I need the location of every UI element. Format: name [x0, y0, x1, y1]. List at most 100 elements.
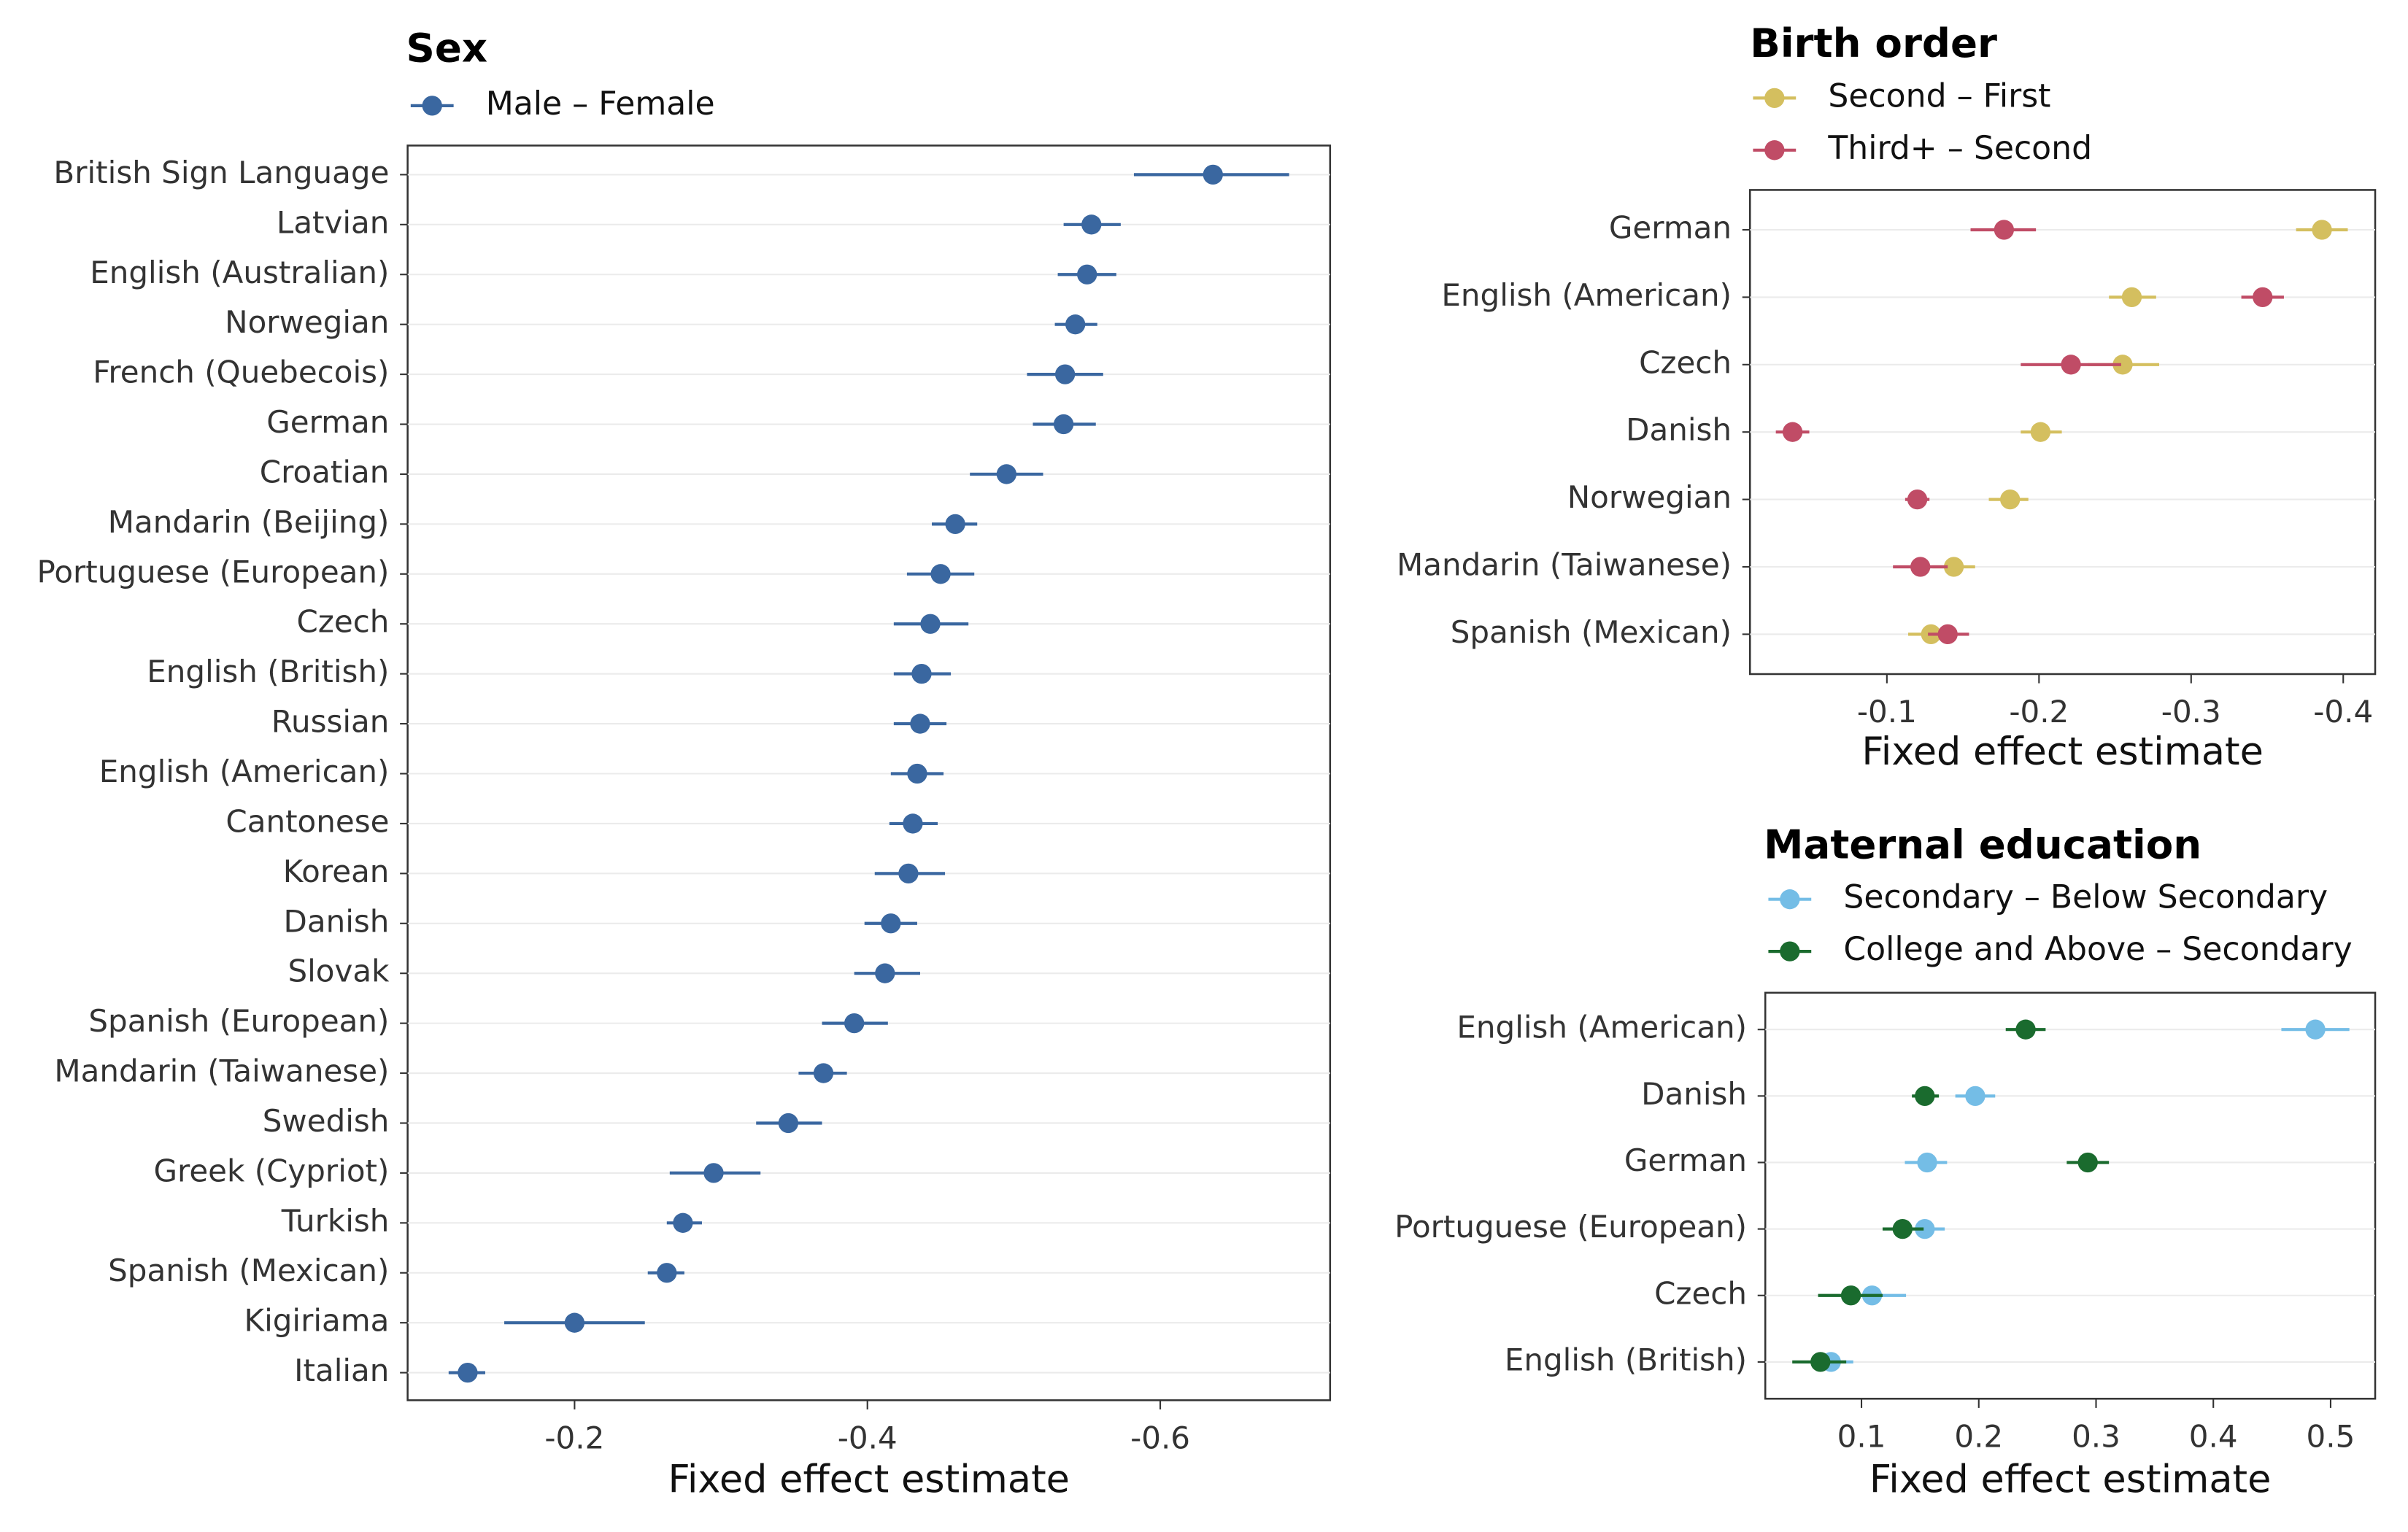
- point: [903, 813, 923, 834]
- x-tick-label: -0.6: [1130, 1420, 1190, 1456]
- point: [881, 913, 901, 934]
- x-tick-label: -0.3: [2161, 694, 2221, 730]
- legend-label: Third+ – Second: [1827, 130, 2092, 167]
- point: [2121, 287, 2142, 308]
- legend-dot: [1764, 88, 1785, 109]
- point: [1910, 557, 1931, 577]
- point: [2253, 287, 2273, 308]
- y-tick-label: Greek (Cypriot): [153, 1153, 389, 1188]
- x-tick-label: 0.2: [1954, 1418, 2003, 1454]
- point: [1077, 264, 1097, 285]
- point: [844, 1013, 865, 1034]
- y-tick-label: German: [266, 404, 389, 440]
- point: [996, 464, 1017, 484]
- point: [1203, 164, 1223, 185]
- y-tick-label: English (American): [1456, 1010, 1747, 1045]
- y-tick-label: Danish: [284, 903, 390, 939]
- point: [930, 564, 951, 584]
- y-tick-label: Mandarin (Taiwanese): [54, 1053, 389, 1089]
- point: [1810, 1352, 1831, 1372]
- point: [898, 863, 919, 883]
- y-tick-label: English (British): [147, 654, 389, 689]
- x-tick-label: -0.4: [838, 1420, 898, 1456]
- point: [1907, 489, 1928, 510]
- point: [2112, 355, 2133, 375]
- point: [2000, 489, 2021, 510]
- y-tick-label: English (American): [99, 754, 390, 789]
- point: [1937, 624, 1958, 645]
- y-tick-label: Czech: [1654, 1275, 1747, 1311]
- y-tick-label: Russian: [271, 704, 390, 740]
- legend-dot: [1780, 941, 1800, 962]
- y-tick-label: Kigiriama: [244, 1303, 390, 1339]
- legend-label: Secondary – Below Secondary: [1843, 879, 2328, 916]
- y-tick-label: Spanish (European): [88, 1003, 389, 1039]
- y-tick-label: English (American): [1441, 277, 1732, 313]
- x-axis-label: Fixed effect estimate: [1869, 1457, 2272, 1501]
- point: [875, 963, 895, 983]
- point: [2312, 220, 2332, 240]
- y-tick-label: Italian: [294, 1353, 389, 1388]
- point: [703, 1163, 724, 1183]
- y-tick-label: French (Quebecois): [93, 355, 389, 390]
- y-tick-label: Mandarin (Taiwanese): [1397, 547, 1732, 583]
- panel-title: Birth order: [1750, 20, 1997, 66]
- x-tick-label: 0.5: [2307, 1418, 2355, 1454]
- point: [2061, 355, 2081, 375]
- point: [2030, 422, 2051, 442]
- point: [1943, 557, 1964, 577]
- point: [673, 1212, 693, 1233]
- point: [907, 763, 927, 784]
- y-tick-label: Latvian: [277, 204, 390, 240]
- y-tick-label: Norwegian: [225, 304, 389, 340]
- legend-dot: [1780, 889, 1800, 910]
- point: [1917, 1152, 1937, 1173]
- y-tick-label: Cantonese: [225, 803, 389, 839]
- y-tick-label: Czech: [1639, 344, 1732, 380]
- y-tick-label: Danish: [1641, 1076, 1747, 1112]
- point: [1915, 1086, 1935, 1106]
- point: [1965, 1086, 1986, 1106]
- y-tick-label: Korean: [283, 854, 390, 889]
- point: [1053, 414, 1074, 435]
- point: [945, 514, 965, 535]
- point: [1994, 220, 2015, 240]
- legend-label: Male – Female: [486, 85, 715, 123]
- legend-label: College and Above – Secondary: [1843, 931, 2352, 968]
- point: [910, 713, 930, 734]
- y-tick-label: Portuguese (European): [1394, 1209, 1747, 1245]
- point: [564, 1312, 585, 1333]
- x-tick-label: 0.4: [2189, 1418, 2238, 1454]
- y-tick-label: English (British): [1505, 1342, 1747, 1377]
- point: [2015, 1019, 2036, 1040]
- y-tick-label: Czech: [296, 604, 389, 640]
- y-tick-label: Norwegian: [1567, 479, 1732, 515]
- point: [1840, 1285, 1861, 1306]
- y-tick-label: German: [1624, 1142, 1747, 1178]
- point: [920, 614, 941, 634]
- x-tick-label: -0.4: [2313, 694, 2373, 730]
- y-tick-label: Croatian: [260, 454, 390, 490]
- point: [1054, 364, 1076, 384]
- y-tick-label: Portuguese (European): [37, 554, 390, 589]
- point: [458, 1362, 478, 1383]
- x-tick-label: -0.2: [544, 1420, 604, 1456]
- y-tick-label: Swedish: [263, 1103, 390, 1139]
- y-tick-label: English (Australian): [90, 255, 389, 290]
- point: [1915, 1218, 1935, 1239]
- panel-frame: [1764, 991, 2377, 1400]
- legend-dot: [1764, 140, 1785, 160]
- point: [778, 1113, 799, 1134]
- x-axis-label: Fixed effect estimate: [668, 1457, 1070, 1501]
- y-tick-label: Danish: [1626, 412, 1732, 448]
- point: [1065, 314, 1086, 335]
- y-tick-label: German: [1609, 210, 1732, 246]
- point: [1892, 1218, 1913, 1239]
- point: [2305, 1019, 2326, 1040]
- x-tick-label: -0.2: [2009, 694, 2069, 730]
- y-tick-label: Spanish (Mexican): [108, 1253, 389, 1288]
- panel-title: Sex: [406, 24, 488, 71]
- point: [911, 664, 932, 684]
- panel-frame: [406, 144, 1332, 1401]
